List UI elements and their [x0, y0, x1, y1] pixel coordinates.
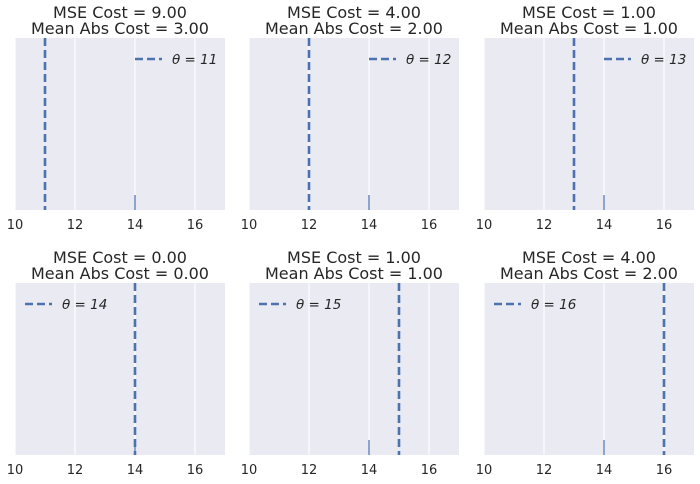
legend-label: θ = 14 — [62, 297, 107, 313]
subplot-title: MSE Cost = 1.00 — [287, 248, 421, 267]
x-tick-label: 10 — [7, 463, 24, 478]
x-tick-label: 10 — [7, 218, 24, 233]
x-tick-label: 14 — [127, 463, 144, 478]
x-tick-label: 16 — [656, 463, 673, 478]
plot-area — [249, 283, 459, 455]
plot-area — [484, 38, 694, 210]
x-tick-label: 14 — [361, 463, 378, 478]
x-tick-label: 16 — [187, 463, 204, 478]
plot-area — [15, 38, 225, 210]
subplot-title: Mean Abs Cost = 1.00 — [265, 264, 443, 283]
x-tick-label: 16 — [187, 218, 204, 233]
x-tick-label: 14 — [596, 218, 613, 233]
x-tick-label: 14 — [361, 218, 378, 233]
subplot-title: MSE Cost = 0.00 — [53, 248, 187, 267]
x-tick-label: 16 — [656, 218, 673, 233]
x-tick-label: 12 — [67, 463, 84, 478]
legend-label: θ = 13 — [641, 52, 686, 68]
x-tick-label: 10 — [241, 463, 258, 478]
x-tick-label: 12 — [301, 463, 318, 478]
x-tick-label: 12 — [301, 218, 318, 233]
x-tick-label: 12 — [536, 218, 553, 233]
legend: θ = 14 — [25, 297, 107, 313]
x-tick-label: 14 — [596, 463, 613, 478]
x-tick-label: 10 — [476, 218, 493, 233]
subplot-title: MSE Cost = 9.00 — [53, 3, 187, 22]
subplot-title: MSE Cost = 4.00 — [287, 3, 421, 22]
x-tick-label: 16 — [421, 463, 438, 478]
subplot-title: Mean Abs Cost = 2.00 — [500, 264, 678, 283]
x-tick-label: 16 — [421, 218, 438, 233]
subplot-title: MSE Cost = 4.00 — [522, 248, 656, 267]
legend-label: θ = 15 — [296, 297, 341, 313]
x-tick-label: 10 — [476, 463, 493, 478]
subplot-title: Mean Abs Cost = 1.00 — [500, 19, 678, 38]
legend: θ = 13 — [604, 52, 686, 68]
x-tick-label: 14 — [127, 218, 144, 233]
x-tick-label: 12 — [67, 218, 84, 233]
subplot-title: MSE Cost = 1.00 — [522, 3, 656, 22]
legend: θ = 16 — [494, 297, 576, 313]
legend-label: θ = 11 — [172, 52, 217, 68]
legend-label: θ = 12 — [406, 52, 451, 68]
plot-area — [249, 38, 459, 210]
legend-label: θ = 16 — [531, 297, 576, 313]
legend: θ = 15 — [259, 297, 341, 313]
plot-area — [484, 283, 694, 455]
subplot-title: Mean Abs Cost = 0.00 — [31, 264, 209, 283]
subplot-title: Mean Abs Cost = 3.00 — [31, 19, 209, 38]
subplot-title: Mean Abs Cost = 2.00 — [265, 19, 443, 38]
plot-area — [15, 283, 225, 455]
legend: θ = 12 — [369, 52, 451, 68]
legend: θ = 11 — [135, 52, 217, 68]
x-tick-label: 10 — [241, 218, 258, 233]
x-tick-label: 12 — [536, 463, 553, 478]
